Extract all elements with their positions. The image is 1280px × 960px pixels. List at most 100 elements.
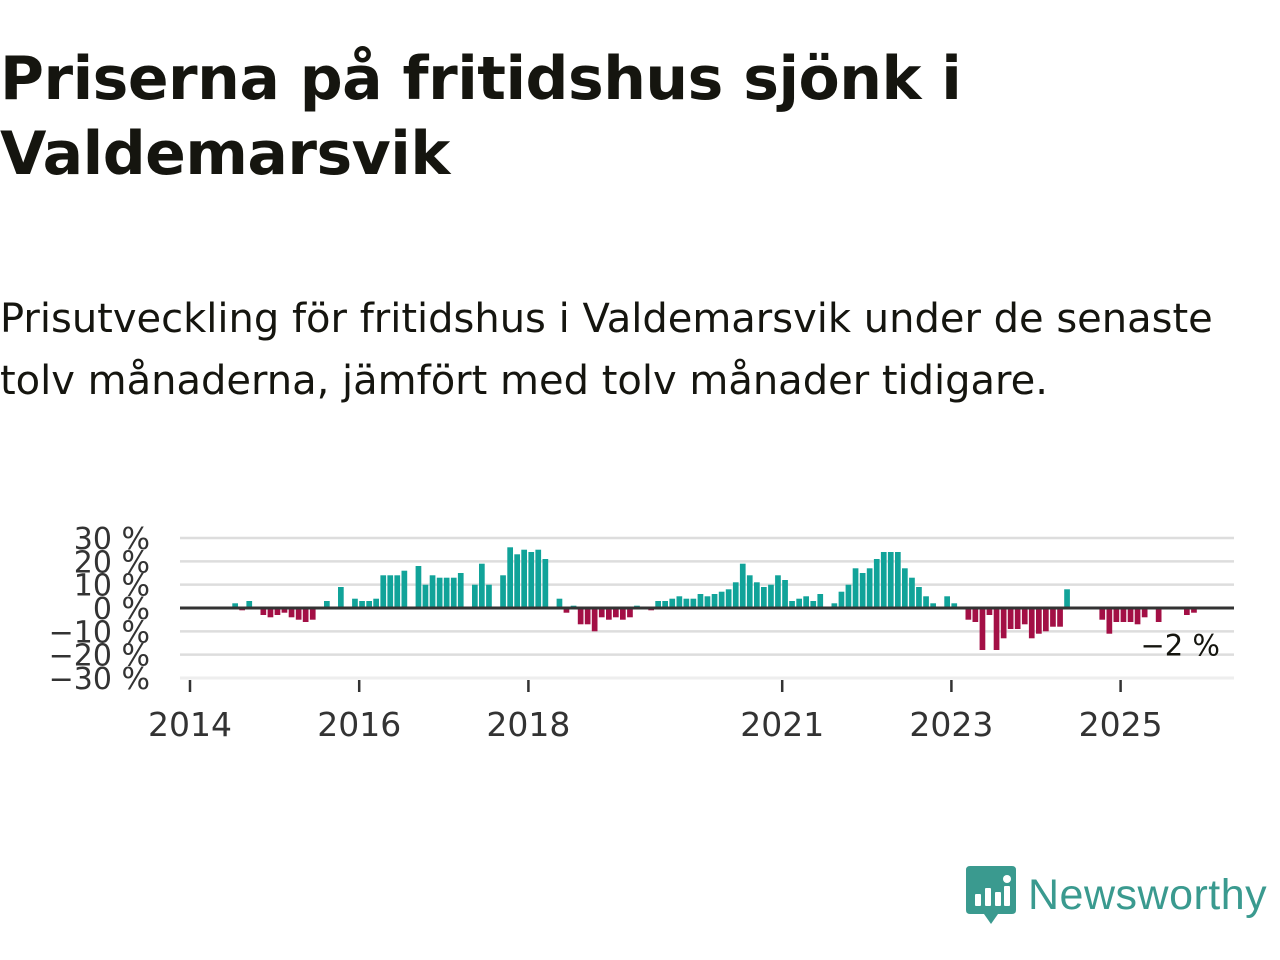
bar bbox=[817, 594, 824, 608]
bar bbox=[993, 608, 1000, 650]
bar bbox=[1099, 608, 1106, 620]
bar bbox=[542, 559, 549, 608]
bar bbox=[1057, 608, 1063, 627]
newsworthy-logo-icon bbox=[966, 866, 1016, 924]
y-tick-label: 10 % bbox=[74, 569, 150, 604]
bar bbox=[697, 594, 704, 608]
bar bbox=[739, 563, 746, 608]
bar-chart: 30 %20 %10 %0 %−10 %−20 %−30 % 2014 2016 2… bbox=[49, 522, 1234, 740]
bar bbox=[1007, 608, 1014, 629]
bar bbox=[620, 608, 626, 620]
bar bbox=[1141, 608, 1148, 618]
grid-lines bbox=[180, 536, 1234, 680]
bar bbox=[1113, 608, 1120, 622]
chart-subtitle: Prisutveckling för fritidshus i Valdemar… bbox=[0, 296, 1213, 404]
bar bbox=[1184, 608, 1190, 615]
y-tick-label: 0 % bbox=[93, 592, 150, 627]
bar bbox=[267, 608, 274, 618]
x-tick-label: 2021 bbox=[740, 705, 824, 740]
bar bbox=[887, 552, 894, 608]
bar bbox=[1106, 608, 1113, 634]
bar bbox=[281, 608, 288, 613]
bar bbox=[1064, 589, 1070, 608]
bar bbox=[260, 608, 267, 615]
y-tick-label: 30 % bbox=[74, 522, 150, 557]
bar bbox=[1028, 608, 1035, 639]
bar bbox=[577, 608, 584, 625]
bar bbox=[613, 608, 619, 618]
bar bbox=[789, 601, 795, 608]
bar bbox=[923, 596, 929, 608]
bar bbox=[768, 584, 774, 608]
bar bbox=[690, 598, 697, 608]
bar bbox=[796, 598, 802, 608]
chart-title: Priserna på fritidshus sjönk i Valdemars… bbox=[0, 44, 962, 189]
bar bbox=[535, 549, 542, 608]
bar bbox=[972, 608, 979, 622]
bar bbox=[521, 549, 527, 608]
bar bbox=[274, 608, 281, 615]
bar bbox=[676, 596, 683, 608]
bar bbox=[1134, 608, 1141, 625]
bar bbox=[683, 598, 690, 608]
bar bbox=[704, 596, 711, 608]
bar bbox=[500, 575, 506, 608]
bars bbox=[232, 547, 1197, 650]
bar bbox=[880, 552, 887, 608]
bar bbox=[415, 566, 422, 608]
bar bbox=[725, 589, 732, 608]
bar bbox=[782, 580, 788, 608]
bar bbox=[902, 568, 908, 608]
bar bbox=[916, 587, 922, 608]
x-tick-label: 2023 bbox=[909, 705, 993, 740]
bar bbox=[436, 577, 443, 608]
bar bbox=[324, 601, 330, 608]
bar bbox=[803, 596, 809, 608]
bar bbox=[965, 608, 972, 620]
bar bbox=[366, 601, 372, 608]
bar bbox=[457, 573, 464, 608]
x-tick-label: 2025 bbox=[1079, 705, 1163, 740]
y-axis-ticks: 30 %20 %10 %0 %−10 %−20 %−30 % bbox=[49, 522, 150, 697]
bar bbox=[422, 584, 429, 608]
brand: Newsworthy bbox=[966, 866, 1267, 924]
bar bbox=[1191, 608, 1197, 613]
bar bbox=[514, 554, 520, 608]
bar bbox=[852, 568, 859, 608]
bar bbox=[951, 603, 958, 608]
bar bbox=[627, 608, 633, 618]
bar bbox=[718, 591, 725, 608]
bar bbox=[1014, 608, 1021, 629]
bar bbox=[669, 598, 676, 608]
y-tick-label: −10 % bbox=[49, 615, 150, 650]
bar bbox=[1000, 608, 1007, 639]
bar bbox=[401, 570, 408, 608]
y-tick-label: 20 % bbox=[74, 545, 150, 580]
bar bbox=[1050, 608, 1056, 627]
bar bbox=[655, 601, 661, 608]
bar bbox=[754, 582, 760, 608]
bar bbox=[394, 575, 401, 608]
bar bbox=[909, 577, 915, 608]
end-value-label: −2 % bbox=[1140, 629, 1220, 663]
bar bbox=[979, 608, 986, 650]
bar bbox=[838, 591, 845, 608]
bar bbox=[295, 608, 302, 620]
bar bbox=[450, 577, 457, 608]
y-tick-label: −30 % bbox=[49, 662, 150, 697]
bar bbox=[472, 584, 478, 608]
bar bbox=[288, 608, 295, 618]
bar bbox=[338, 587, 344, 608]
bar bbox=[761, 587, 767, 608]
bar bbox=[1120, 608, 1127, 622]
bar bbox=[895, 552, 901, 608]
bar bbox=[810, 601, 817, 608]
bar bbox=[1155, 608, 1162, 622]
bar bbox=[831, 603, 838, 608]
x-tick-label: 2016 bbox=[317, 705, 401, 740]
x-tick-label: 2014 bbox=[148, 705, 232, 740]
bar bbox=[429, 575, 436, 608]
bar bbox=[528, 552, 535, 608]
bar bbox=[486, 584, 492, 608]
bar bbox=[556, 598, 563, 608]
